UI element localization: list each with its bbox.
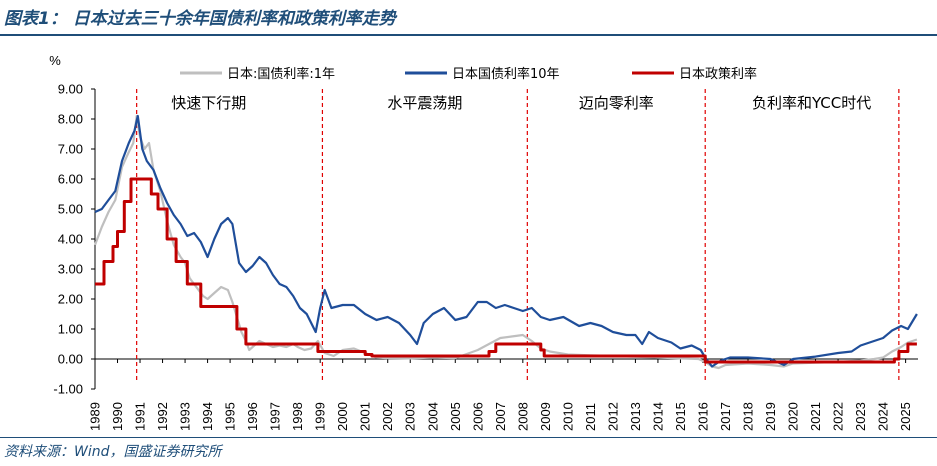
y-tick-label: -1.00	[53, 382, 83, 397]
era-group: 快速下行期 水平震荡期 迈向零利率 负利率和YCC时代	[136, 89, 900, 381]
x-tick-label: 2019	[763, 402, 778, 431]
title-rule	[0, 34, 937, 36]
x-tick-label: 2002	[380, 402, 395, 431]
x-tick-label: 1993	[178, 402, 193, 431]
y-tick-label: 2.00	[58, 292, 83, 307]
y-tick-label: 8.00	[58, 112, 83, 127]
series-line	[94, 114, 918, 368]
x-tick-label: 2007	[493, 402, 508, 431]
x-tick-label: 2024	[876, 402, 891, 431]
x-tick-label: 1997	[268, 402, 283, 431]
x-tick-label: 2021	[808, 402, 823, 431]
y-tick-label: 1.00	[58, 322, 83, 337]
y-tick-label: 0.00	[58, 352, 83, 367]
x-tick-label: 2001	[358, 402, 373, 431]
x-tick-label: 1999	[313, 402, 328, 431]
y-tick-label: 3.00	[58, 262, 83, 277]
x-tick-label: 2016	[695, 402, 710, 431]
era-label: 迈向零利率	[579, 94, 654, 112]
era-label: 负利率和YCC时代	[752, 94, 871, 112]
x-tick-label: 1998	[290, 402, 305, 431]
series-line	[93, 114, 918, 370]
y-tick-label: 7.00	[58, 142, 83, 157]
x-tick-label: 2023	[853, 402, 868, 431]
legend-label: 日本政策利率	[679, 66, 757, 82]
x-tick-label: 2008	[515, 402, 530, 431]
series-line	[95, 177, 917, 364]
x-tick-label: 1989	[88, 402, 103, 431]
source-rule	[0, 437, 937, 438]
era-label: 快速下行期	[171, 94, 246, 112]
x-tick-label: 1996	[245, 402, 260, 431]
x-tick-label: 2012	[605, 402, 620, 431]
x-tick-label: 2004	[425, 402, 440, 431]
x-tick-label: 2010	[560, 402, 575, 431]
y-tick-label: 6.00	[58, 172, 83, 187]
x-tick-label: 2006	[470, 402, 485, 431]
x-tick-label: 1994	[200, 402, 215, 431]
y-tick-label: 9.00	[58, 82, 83, 97]
y-tick-label: 5.00	[58, 202, 83, 217]
x-tick-label: 1991	[133, 402, 148, 431]
legend-label: 日本:国债利率:1年	[227, 66, 335, 82]
axes-group: % -1.00 0.00 1.00 2.00 3.00 4.00 5.00 6.00 7.00 8.…	[49, 53, 918, 431]
x-tick-label: 1990	[110, 402, 125, 431]
x-tick-label: 2000	[335, 402, 350, 431]
x-tick-label: 2022	[831, 402, 846, 431]
figure-title: 图表1： 日本过去三十余年国债利率和政策利率走势	[4, 9, 396, 29]
y-tick-label: 4.00	[58, 232, 83, 247]
x-tick-label: 2020	[786, 402, 801, 431]
x-tick-label: 2013	[628, 402, 643, 431]
x-tick-label: 2017	[718, 402, 733, 431]
x-tick-label: 2018	[740, 402, 755, 431]
x-tick-label: 2014	[650, 402, 665, 431]
legend-label: 日本国债利率10年	[452, 66, 560, 82]
x-tick-label: 2009	[538, 402, 553, 431]
x-tick-label: 2015	[673, 402, 688, 431]
y-axis-unit-label: %	[49, 53, 61, 68]
legend: 日本:国债利率:1年 日本国债利率10年 日本政策利率	[180, 66, 757, 82]
x-tick-label: 1992	[155, 402, 170, 431]
chart: % -1.00 0.00 1.00 2.00 3.00 4.00 5.00 6.00 7.00 8.…	[49, 53, 918, 431]
series-group	[93, 114, 918, 370]
x-tick-label: 2011	[583, 403, 598, 431]
x-tick-label: 2005	[448, 402, 463, 431]
era-label: 水平震荡期	[387, 94, 462, 112]
source-note: 资料来源：Wind，国盛证券研究所	[4, 444, 222, 460]
x-tick-label: 2003	[403, 402, 418, 431]
x-tick-label: 2025	[898, 402, 913, 431]
x-tick-label: 1995	[223, 402, 238, 431]
